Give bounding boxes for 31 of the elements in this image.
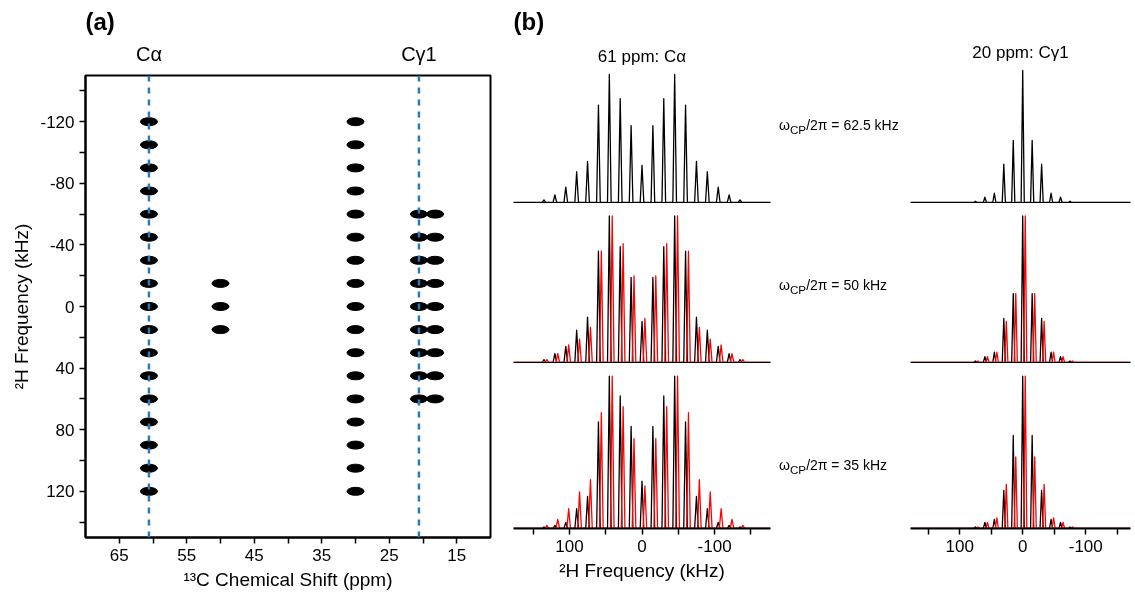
x-tick-label: -100 [697,536,732,556]
y-tick-label: 120 [46,482,75,502]
text: ω$_{CP}$/2π = 35 kHz [779,456,888,478]
text: (b) [513,7,545,35]
x-tick-label: 0 [1017,536,1028,556]
x-tick-label: 100 [945,536,974,556]
y-tick-label: -120 [40,112,75,132]
chart-title: 61 ppm: Cα [597,46,687,66]
ref-line-label: Cγ1 [401,42,437,65]
x-tick-label: 65 [109,545,129,565]
x-tick-label: 0 [637,536,647,556]
chart-title: 20 ppm: Cγ1 [972,42,1069,62]
text: ω$_{CP}$/2π = 62.5 kHz [779,116,899,138]
y-tick-label: 80 [55,420,75,440]
x-tick-label: 100 [555,536,584,556]
ref-line-label: Cα [135,42,162,65]
x-tick-label: 25 [379,545,399,565]
y-axis-title: ²H Frequency (kHz) [11,223,33,390]
x-tick-label: 35 [312,545,332,565]
x-tick-label: 55 [177,545,197,565]
x-tick-label: -100 [1068,536,1103,556]
x-tick-label: 45 [244,545,264,565]
y-tick-label: 40 [55,359,75,379]
text: ω$_{CP}$/2π = 50 kHz [779,276,888,298]
x-tick-label: 15 [447,545,467,565]
y-tick-label: 0 [65,297,75,317]
y-tick-label: -80 [49,174,75,194]
text: (a) [85,7,115,35]
x-axis-title: ²H Frequency (kHz) [559,559,725,581]
x-axis-title: ¹³C Chemical Shift (ppm) [183,568,393,590]
y-tick-label: -40 [49,235,75,255]
